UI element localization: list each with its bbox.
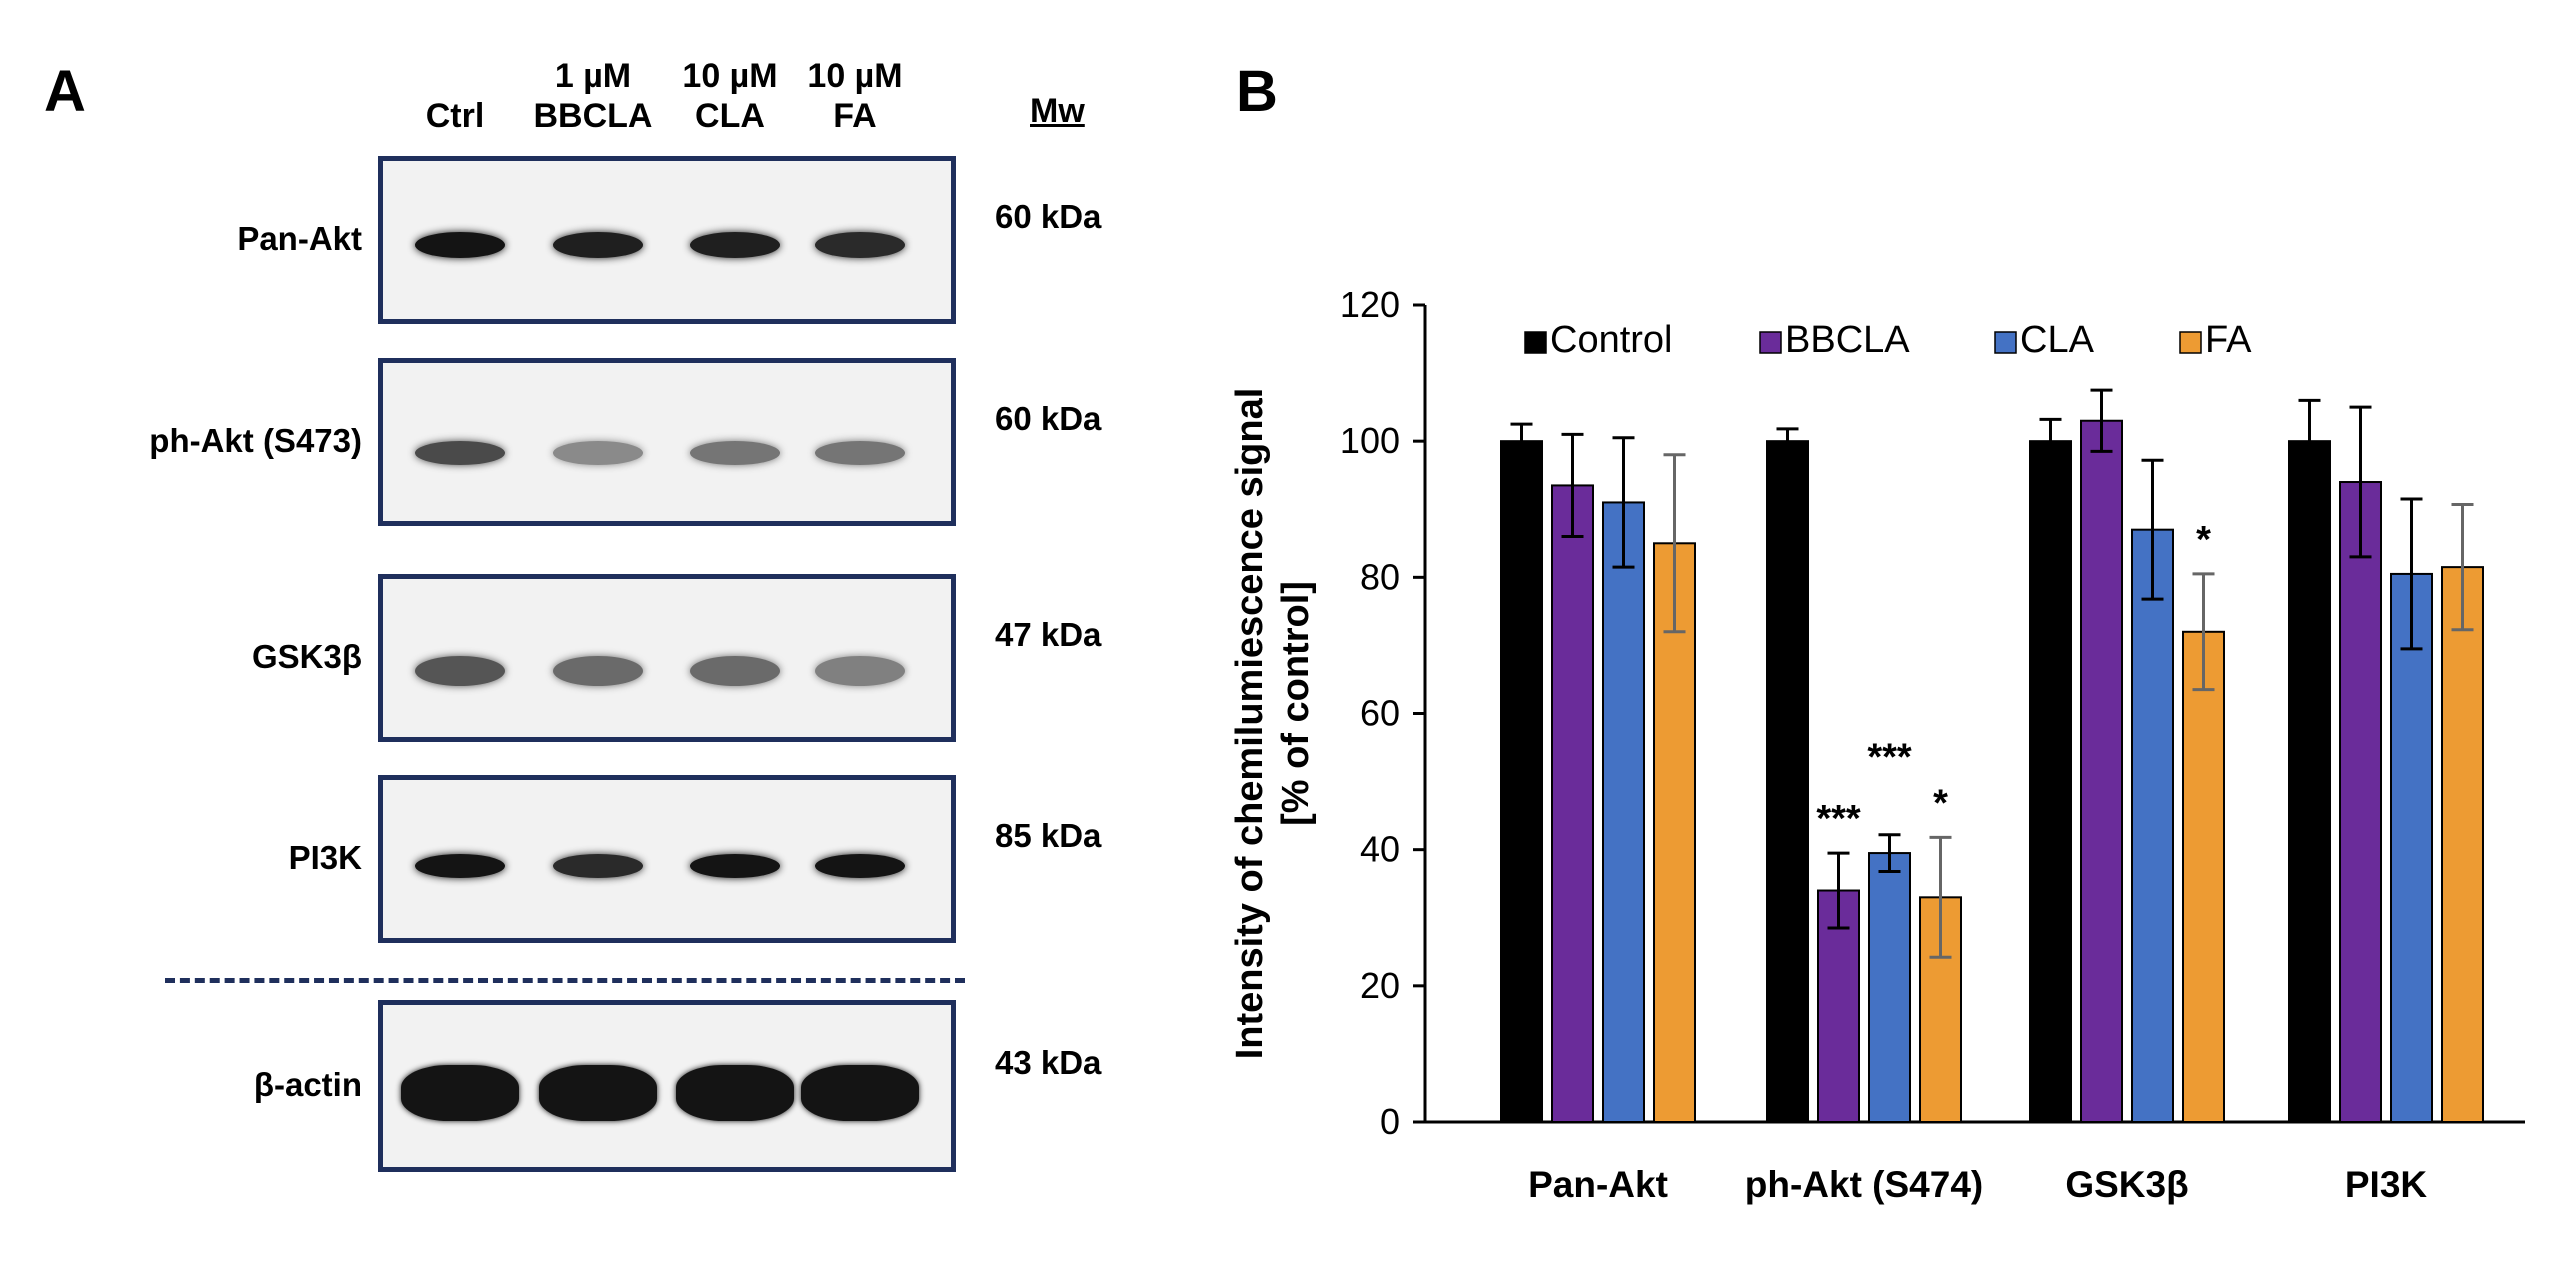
bar [2441, 566, 2484, 1123]
blot-band [415, 854, 505, 878]
legend-swatch [1994, 331, 2017, 354]
lane-label-line2: CLA [695, 97, 765, 135]
blot-band [676, 1065, 794, 1121]
blot-band [815, 232, 905, 258]
blot-image [378, 574, 956, 742]
bar [2080, 419, 2123, 1124]
bar [2390, 572, 2433, 1124]
blot-label: β-actin [253, 1066, 362, 1103]
legend-label: CLA [2020, 319, 2095, 361]
blot-image [378, 1000, 956, 1172]
blot-label: GSK3β [251, 638, 362, 675]
significance-marker: * [2196, 519, 2211, 561]
lane-label: 1 µM BBCLA [513, 56, 673, 136]
blot-band [539, 1065, 657, 1121]
blot-band [690, 854, 780, 878]
legend-label: FA [2205, 319, 2252, 361]
x-tick-label: PI3K [2345, 1164, 2428, 1205]
lane-label-line1: 1 µM [554, 57, 632, 95]
separator-dashed-line [165, 978, 965, 983]
mw-header: Mw [1030, 92, 1085, 130]
blot-band [415, 441, 505, 465]
legend-swatch [1759, 331, 1782, 354]
lane-label-line2: Ctrl [425, 97, 485, 135]
significance-marker: *** [1867, 737, 1912, 779]
lane-label-line2: BBCLA [533, 97, 653, 135]
blot-band [801, 1065, 919, 1121]
blot-band [401, 1065, 519, 1121]
bar [2029, 440, 2072, 1123]
blot-band [690, 656, 780, 686]
y-tick-label: 80 [1360, 556, 1400, 597]
significance-marker: * [1933, 782, 1948, 824]
y-tick-label: 40 [1360, 829, 1400, 870]
panel-a-letter: A [44, 59, 86, 124]
lane-label: Ctrl [375, 56, 535, 136]
blot-image [378, 775, 956, 943]
bar [1766, 440, 1809, 1123]
legend-swatch [2179, 331, 2202, 354]
bar [1602, 501, 1645, 1124]
blot-band [815, 656, 905, 686]
y-tick-label: 0 [1380, 1101, 1400, 1142]
bar [1500, 440, 1543, 1123]
y-tick-label: 100 [1340, 420, 1400, 461]
legend-label: Control [1550, 319, 1673, 361]
mw-label: 85 kDa [995, 817, 1102, 854]
mw-label: 60 kDa [995, 198, 1102, 235]
blot-band [553, 656, 643, 686]
lane-label: 10 µM CLA [650, 56, 810, 136]
lane-label-line1: 10 µM [807, 57, 903, 95]
bar [2288, 440, 2331, 1123]
bar [2339, 481, 2382, 1123]
blot-label: ph-Akt (S473) [149, 422, 362, 459]
y-axis-label-line2: [% of control] [1275, 581, 1317, 826]
significance-marker: *** [1816, 798, 1861, 840]
y-tick-label: 20 [1360, 965, 1400, 1006]
bar [1868, 852, 1911, 1124]
legend-swatch [1524, 331, 1547, 354]
blot-band [815, 441, 905, 465]
blot-band [553, 232, 643, 258]
blot-band [553, 854, 643, 878]
blot-band [415, 656, 505, 686]
x-tick-label: Pan-Akt [1528, 1164, 1668, 1205]
bar [1817, 889, 1860, 1123]
y-tick-label: 120 [1340, 284, 1400, 325]
mw-label: 47 kDa [995, 616, 1102, 653]
bar [2131, 528, 2174, 1123]
blot-band [415, 232, 505, 258]
blot-band [815, 854, 905, 878]
mw-label: 60 kDa [995, 400, 1102, 437]
y-tick-label: 60 [1360, 693, 1400, 734]
x-tick-label: ph-Akt (S474) [1745, 1164, 1983, 1205]
blot-image [378, 156, 956, 324]
lane-label: 10 µM FA [775, 56, 935, 136]
lane-label-line1 [375, 56, 535, 96]
blot-label: Pan-Akt [237, 220, 362, 257]
bar-chart: 0 20 40 60 80 100 120 Intensity of chemilumiesc… [1229, 284, 2525, 1205]
y-axis-label: Intensity of chemilumiescence signal [1229, 388, 1271, 1060]
panel-b-letter: B [1236, 59, 1278, 124]
lane-label-line2: FA [833, 97, 877, 135]
blot-band [690, 232, 780, 258]
mw-label: 43 kDa [995, 1044, 1102, 1081]
blot-band [690, 441, 780, 465]
blot-label: PI3K [288, 839, 362, 876]
blot-band [553, 441, 643, 465]
blot-image [378, 358, 956, 526]
x-tick-label: GSK3β [2065, 1164, 2188, 1205]
bar [2182, 630, 2225, 1123]
bar [1551, 484, 1594, 1123]
legend-label: BBCLA [1785, 319, 1910, 361]
lane-label-line1: 10 µM [682, 57, 778, 95]
